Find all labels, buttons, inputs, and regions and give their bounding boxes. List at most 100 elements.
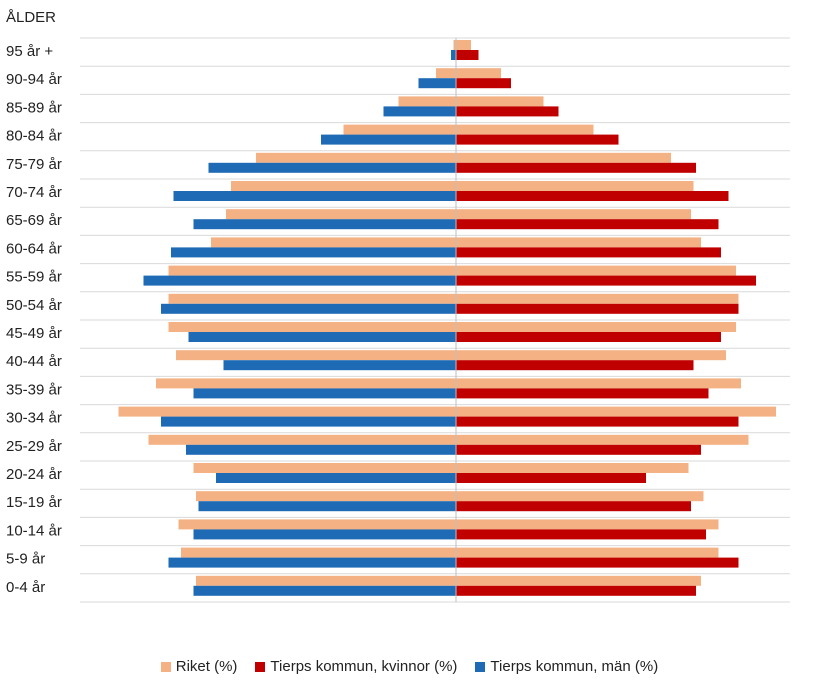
bar-tierps-kvinnor (456, 162, 696, 173)
bar-tierps-man (216, 473, 456, 483)
population-pyramid-chart: 95 år + 90-94 år 85-89 år 80-84 år 75-79 år 7… (6, 37, 790, 603)
bar-riket-right (456, 68, 501, 79)
bar-tierps-man (383, 106, 456, 117)
bar-tierps-kvinnor (456, 303, 739, 314)
bar-riket-right (456, 406, 776, 417)
bar-tierps-man (451, 50, 456, 60)
category-label: 0-4 år (6, 579, 45, 596)
bar-riket-left (453, 40, 456, 50)
bar-riket-right (456, 463, 689, 473)
bar-tierps-kvinnor (456, 247, 721, 258)
legend-swatch-riket (160, 661, 171, 672)
bar-riket-right (456, 152, 671, 163)
bar-tierps-man (161, 416, 456, 427)
bar-tierps-man (143, 275, 456, 286)
bar-tierps-man (223, 360, 456, 371)
bar-riket-left (436, 68, 456, 79)
legend-item-kvinnor: Tierps kommun, kvinnor (%) (255, 658, 457, 675)
bar-riket-right (456, 96, 544, 107)
bar-riket-left (256, 152, 456, 163)
bar-riket-left (193, 463, 456, 473)
legend: Riket (%) Tierps kommun, kvinnor (%) Tie… (0, 658, 819, 675)
bar-tierps-kvinnor (456, 360, 694, 371)
bar-tierps-kvinnor (456, 473, 646, 483)
category-label: 35-39 år (6, 381, 62, 398)
bar-riket-left (398, 96, 456, 107)
bar-riket-right (456, 293, 739, 304)
bar-riket-right (456, 350, 726, 361)
bar-tierps-kvinnor (456, 557, 739, 568)
category-label: 30-34 år (6, 410, 62, 427)
legend-item-man: Tierps kommun, män (%) (475, 658, 658, 675)
bar-tierps-man (418, 78, 456, 89)
bar-riket-left (168, 293, 456, 304)
category-label: 95 år + (6, 43, 53, 60)
category-label: 20-24 år (6, 466, 62, 483)
bar-tierps-man (193, 585, 456, 596)
legend-label-riket: Riket (%) (175, 658, 238, 675)
legend-swatch-kvinnor (255, 661, 266, 672)
bar-tierps-kvinnor (456, 134, 619, 145)
bar-riket-right (456, 265, 736, 276)
bar-riket-right (456, 209, 691, 220)
bar-tierps-man (171, 247, 456, 258)
y-axis-title: ÅLDER (6, 9, 57, 26)
bar-riket-left (148, 434, 456, 445)
bar-riket-left (196, 575, 456, 586)
bar-tierps-kvinnor (456, 275, 756, 286)
category-label: 10-14 år (6, 522, 62, 539)
bar-riket-left (168, 265, 456, 276)
bar-riket-left (178, 519, 456, 530)
bar-tierps-kvinnor (456, 388, 709, 399)
category-label: 75-79 år (6, 156, 62, 173)
bar-riket-left (168, 322, 456, 332)
bar-tierps-man (193, 529, 456, 540)
bar-riket-right (456, 322, 736, 332)
bar-tierps-man (193, 219, 456, 230)
bar-riket-left (196, 491, 456, 502)
bar-riket-right (456, 378, 741, 389)
bar-riket-right (456, 124, 594, 135)
bar-tierps-kvinnor (456, 529, 706, 540)
bar-tierps-man (198, 501, 456, 512)
bar-riket-right (456, 547, 719, 558)
legend-label-kvinnor: Tierps kommun, kvinnor (%) (270, 658, 458, 675)
category-label: 85-89 år (6, 99, 62, 116)
bar-tierps-kvinnor (456, 416, 739, 427)
bar-tierps-kvinnor (456, 106, 559, 117)
bar-tierps-man (321, 134, 456, 145)
bar-riket-right (456, 434, 749, 445)
bar-tierps-kvinnor (456, 444, 701, 455)
bar-riket-left (231, 181, 456, 191)
bar-riket-left (176, 350, 456, 361)
category-label: 40-44 år (6, 353, 62, 370)
bar-tierps-kvinnor (456, 219, 719, 230)
bar-riket-left (211, 237, 456, 248)
category-label: 70-74 år (6, 184, 62, 201)
bar-riket-left (343, 124, 456, 135)
bar-riket-right (456, 40, 471, 50)
bar-riket-left (226, 209, 456, 220)
legend-label-man: Tierps kommun, män (%) (490, 658, 659, 675)
bar-tierps-kvinnor (456, 50, 479, 60)
bar-tierps-kvinnor (456, 191, 729, 201)
category-label: 60-64 år (6, 240, 62, 257)
bar-tierps-man (168, 557, 456, 568)
bar-riket-right (456, 519, 719, 530)
bar-riket-left (118, 406, 456, 417)
bar-riket-left (156, 378, 456, 389)
bar-riket-left (181, 547, 456, 558)
category-label: 15-19 år (6, 494, 62, 511)
category-label: 55-59 år (6, 269, 62, 286)
bar-tierps-man (188, 332, 456, 342)
category-label: 45-49 år (6, 325, 62, 342)
category-label: 90-94 år (6, 71, 62, 88)
bar-tierps-kvinnor (456, 585, 696, 596)
category-label: 80-84 år (6, 128, 62, 145)
bar-tierps-man (193, 388, 456, 399)
legend-item-riket: Riket (%) (160, 658, 238, 675)
bar-tierps-man (186, 444, 456, 455)
category-label: 50-54 år (6, 297, 62, 314)
bar-tierps-kvinnor (456, 78, 511, 89)
bar-riket-right (456, 491, 704, 502)
